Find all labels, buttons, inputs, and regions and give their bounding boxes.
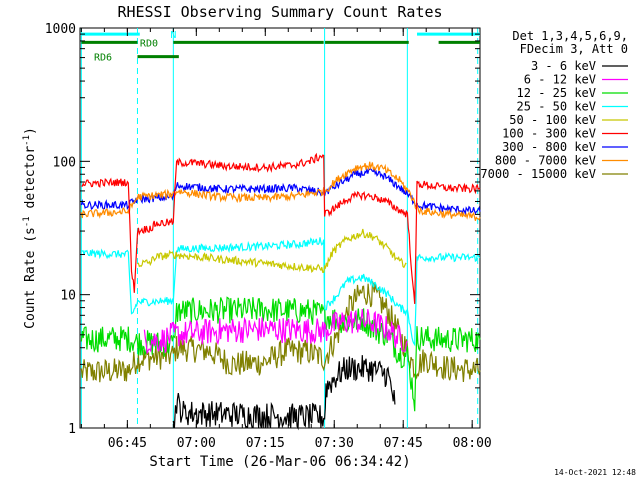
x-tick-label: 07:30	[315, 436, 354, 451]
series-line	[137, 228, 407, 274]
y-tick-label: 100	[53, 155, 76, 170]
legend-label: 800 - 7000 keV	[495, 154, 596, 168]
flag-label: N	[170, 30, 176, 41]
legend-label: 12 - 25 keV	[517, 86, 596, 100]
series-line	[143, 309, 408, 354]
flag-label: RD0	[140, 38, 158, 49]
chart-title: RHESSI Observing Summary Count Rates	[117, 3, 442, 21]
y-tick-label: 1	[68, 422, 76, 437]
x-tick-label: 07:00	[177, 436, 216, 451]
legend-label: 50 - 100 keV	[509, 113, 596, 127]
series-line	[172, 355, 396, 431]
series-lines	[80, 152, 481, 431]
x-axis-label: Start Time (26-Mar-06 06:34:42)	[149, 454, 410, 470]
y-label-end: )	[23, 127, 38, 135]
flag-label: RD6	[94, 53, 112, 64]
legend-label: 25 - 50 keV	[517, 100, 596, 114]
y-tick-label: 1000	[45, 22, 76, 37]
legend-label: 7000 - 15000 keV	[480, 167, 596, 181]
flag-bars: N RD0 RD6	[81, 30, 480, 64]
y-label-main: Count Rate (s	[23, 227, 38, 329]
x-tick-label: 06:45	[108, 436, 147, 451]
x-tick-label: 07:45	[384, 436, 423, 451]
series-line	[80, 296, 481, 412]
plot-frame	[79, 27, 481, 429]
x-axis: 06:45 07:00 07:15 07:30 07:45 08:00	[80, 28, 492, 451]
series-line	[81, 237, 481, 347]
y-axis-label: Count Rate (s-1 detector-1)	[22, 127, 38, 329]
legend-label: 300 - 800 keV	[502, 140, 596, 154]
plot-area: N RD0 RD6	[79, 27, 481, 431]
x-tick-label: 08:00	[453, 436, 492, 451]
legend-label: 3 - 6 keV	[531, 59, 596, 73]
legend-header-line-2: FDecim 3, Att 0	[520, 42, 628, 56]
series-line	[81, 152, 481, 304]
legend-label: 6 - 12 keV	[524, 73, 596, 87]
series-line	[80, 161, 481, 221]
legend-header-line-1: Det 1,3,4,5,6,9,	[512, 29, 628, 43]
y-label-sup1: -1	[22, 216, 32, 227]
legend: Det 1,3,4,5,6,9, FDecim 3, Att 0 3 - 6 k…	[480, 29, 628, 181]
y-tick-label: 10	[60, 289, 76, 304]
y-label-sup2: -1	[22, 135, 32, 146]
legend-label: 100 - 300 keV	[502, 127, 596, 141]
y-label-mid: detector	[23, 146, 38, 217]
y-axis: 1 10 100 1000	[45, 22, 480, 437]
series-line	[80, 281, 481, 383]
footer-timestamp: 14-Oct-2021 12:48	[554, 468, 636, 477]
x-tick-label: 07:15	[246, 436, 285, 451]
